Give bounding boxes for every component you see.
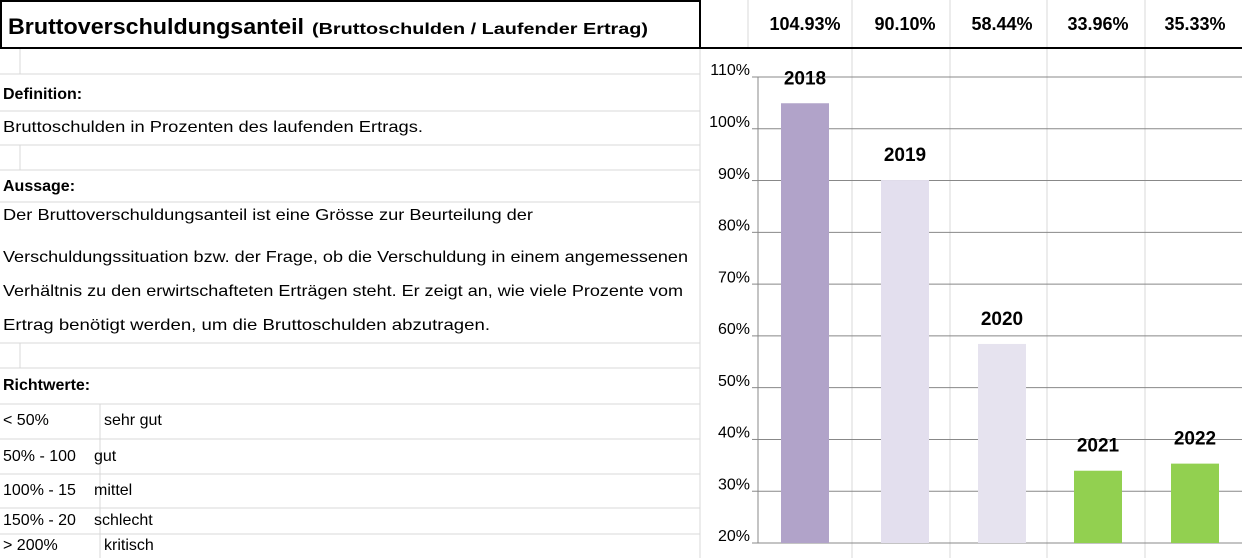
bar-category-label: 2020 — [981, 309, 1023, 330]
y-tick-label: 50% — [718, 373, 750, 390]
chart: 20% 30% 40% 50% 60% 70% 80% 90% 100% 110% 104.93% 2… — [709, 14, 1242, 545]
definition-label: Definition: — [3, 86, 82, 103]
header-value: 104.93% — [769, 14, 840, 34]
header-value: 58.44% — [971, 14, 1032, 34]
bar — [978, 343, 1026, 543]
y-tick-label: 70% — [718, 269, 750, 286]
header-value: 35.33% — [1164, 14, 1225, 34]
rating-cell: kritisch — [104, 537, 154, 554]
definition-text: Bruttoschulden in Prozenten des laufende… — [3, 119, 423, 136]
y-tick-label: 20% — [718, 528, 750, 545]
range-cell: 150% - 20 — [3, 512, 76, 529]
aussage-line: Der Bruttoverschuldungsanteil ist eine G… — [3, 207, 534, 224]
y-tick-label: 30% — [718, 476, 750, 493]
aussage-line: Ertrag benötigt werden, um die Bruttosch… — [3, 317, 490, 334]
bar-category-label: 2022 — [1174, 429, 1216, 450]
y-tick-label: 90% — [718, 166, 750, 183]
title: Bruttoverschuldungsanteil — [8, 14, 304, 39]
bar-category-label: 2021 — [1077, 436, 1120, 457]
title-cell-border — [0, 0, 701, 49]
subtitle: (Bruttoschulden / Laufender Ertrag) — [312, 21, 648, 38]
bar — [1074, 470, 1122, 543]
bar — [881, 180, 929, 543]
aussage-line: Verhältnis zu den erwirtschafteten Erträ… — [3, 283, 683, 300]
rating-cell: mittel — [94, 482, 132, 499]
range-cell: < 50% — [3, 412, 49, 429]
range-cell: 100% - 15 — [3, 482, 76, 499]
aussage-line: Verschuldungssituation bzw. der Frage, o… — [3, 249, 688, 266]
range-cell: 50% - 100 — [3, 448, 76, 465]
rating-cell: sehr gut — [104, 412, 162, 429]
y-tick-label: 80% — [718, 218, 750, 235]
aussage-label: Aussage: — [3, 178, 75, 195]
bar — [781, 103, 829, 543]
y-tick-label: 110% — [710, 62, 750, 79]
bar-category-label: 2018 — [784, 68, 826, 89]
bar-category-label: 2019 — [884, 145, 926, 166]
richtwerte-label: Richtwerte: — [3, 377, 90, 394]
rating-cell: gut — [94, 448, 117, 465]
header-value: 90.10% — [874, 14, 935, 34]
header-value: 33.96% — [1067, 14, 1128, 34]
y-tick-label: 40% — [718, 425, 750, 442]
y-tick-label: 60% — [718, 321, 750, 338]
range-cell: > 200% — [3, 537, 58, 554]
bar — [1171, 463, 1219, 543]
cell-grid — [0, 0, 1146, 558]
y-tick-label: 100% — [709, 114, 750, 131]
rating-cell: schlecht — [94, 512, 153, 529]
